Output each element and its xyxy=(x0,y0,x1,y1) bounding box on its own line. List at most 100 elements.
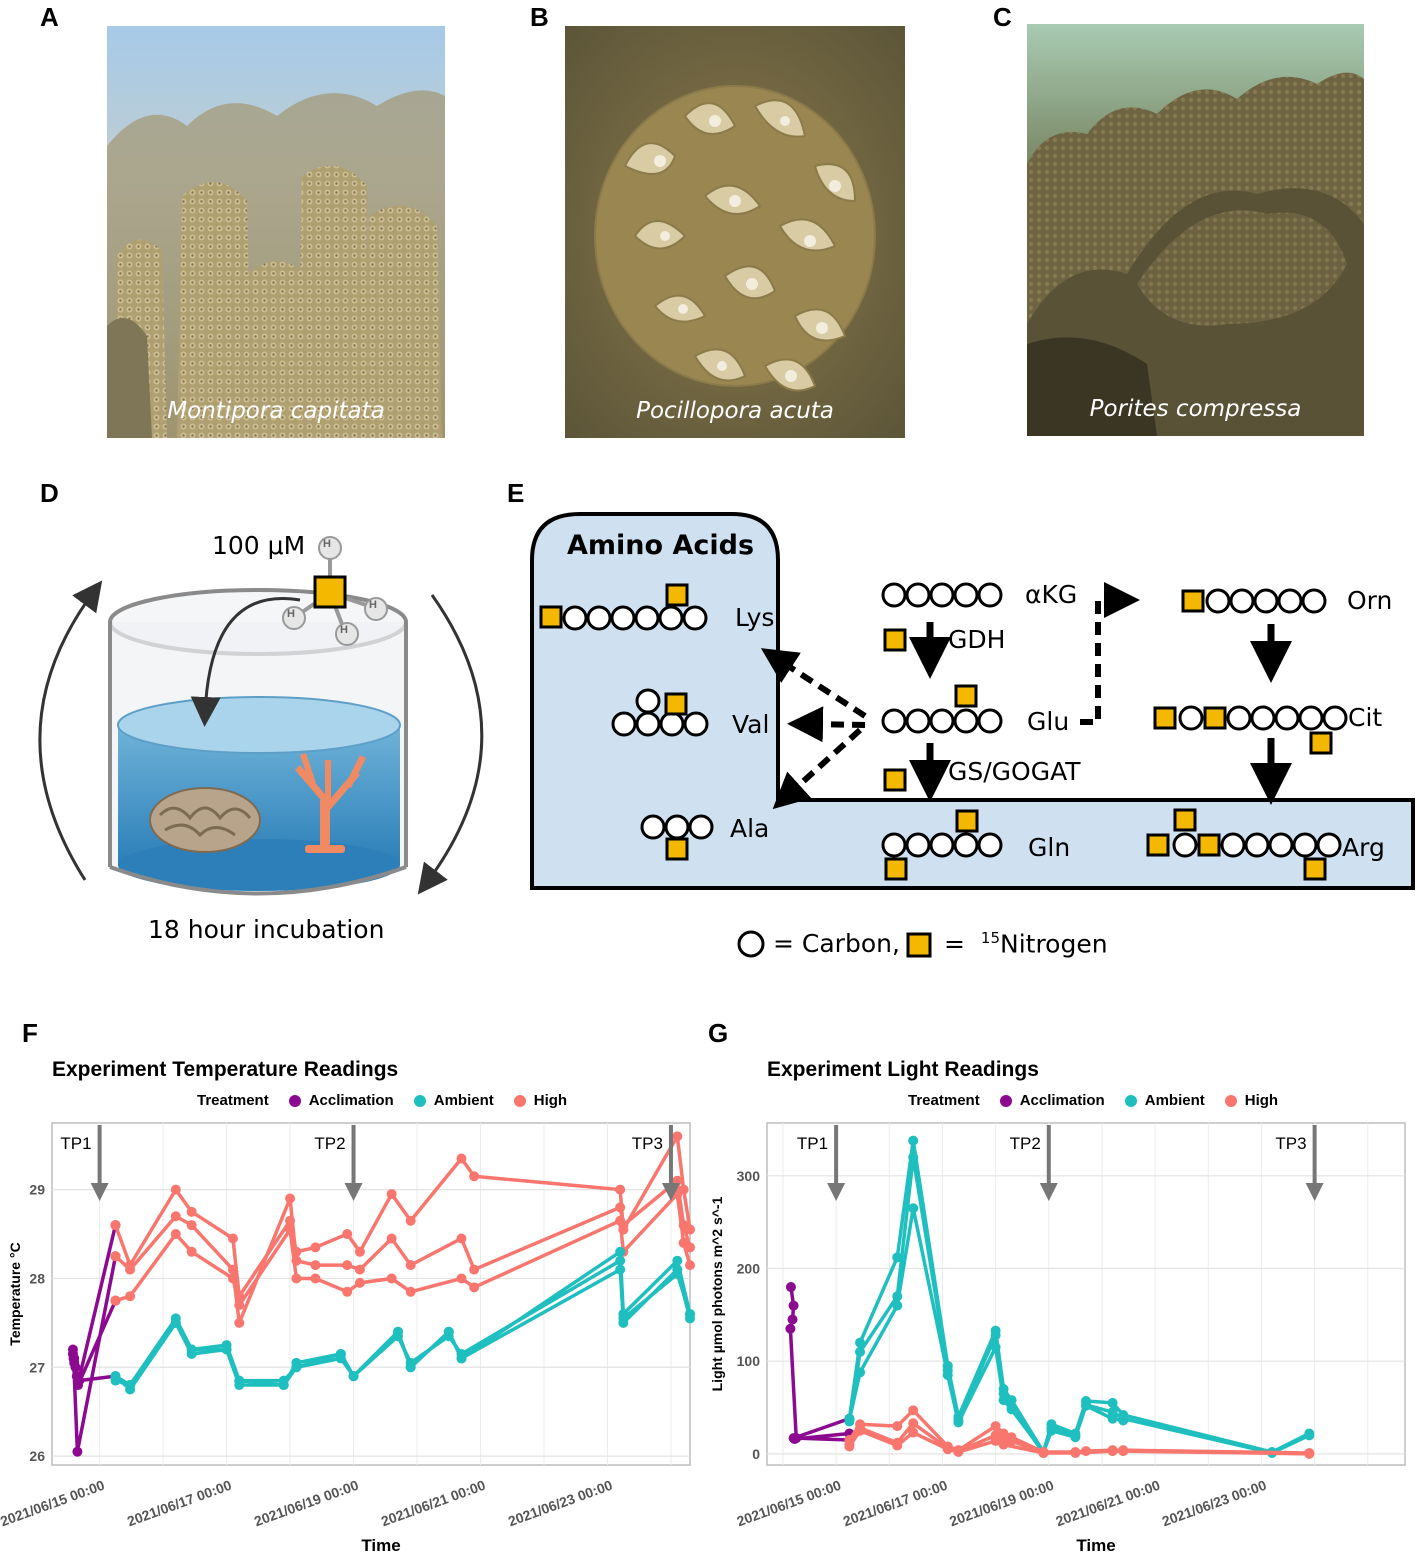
data-point-ambient xyxy=(456,1353,467,1364)
amino-acids-title: Amino Acids xyxy=(567,530,755,561)
nitrogen-pathway-diagram: Amino Acids Lys Val Ala αKG GDH Glu GS/G… xyxy=(520,500,1417,970)
panel-label-g: G xyxy=(708,1018,729,1048)
panel-label-f: F xyxy=(22,1018,38,1048)
y-tick-label: 0 xyxy=(752,1446,760,1462)
legend-label-acclimation: Acclimation xyxy=(1019,1092,1105,1109)
data-point-high xyxy=(456,1233,467,1244)
data-point-ambient xyxy=(1081,1400,1091,1411)
data-point-high xyxy=(942,1444,953,1455)
data-point-ambient xyxy=(278,1375,289,1386)
data-point-ambient xyxy=(685,1308,695,1319)
tp-label: TP3 xyxy=(632,1134,663,1153)
data-point-ambient xyxy=(672,1269,683,1280)
species-caption-b: Pocillopora acuta xyxy=(636,398,834,424)
data-point-acclimation xyxy=(69,1357,80,1368)
molecule-orn: Orn xyxy=(1347,586,1393,615)
data-point-high xyxy=(310,1260,321,1271)
data-point-high xyxy=(405,1260,416,1271)
panel-label-a: A xyxy=(40,2,59,32)
incubation-diagram: 100 μM H H H H 18 hour incubation xyxy=(0,500,500,960)
data-point-high xyxy=(354,1277,365,1288)
molecule-val: Val xyxy=(732,710,770,739)
legend-label-acclimation: Acclimation xyxy=(308,1092,394,1109)
tp-arrow-head xyxy=(1305,1183,1324,1201)
data-point-ambient xyxy=(844,1414,855,1425)
panel-label-c: C xyxy=(993,2,1012,32)
x-tick-label: 2021/06/15 00:00 xyxy=(735,1477,844,1530)
hydrogen-label-right: H xyxy=(369,599,377,611)
data-point-high xyxy=(405,1215,416,1226)
data-point-high xyxy=(469,1264,480,1275)
data-point-high xyxy=(227,1264,238,1275)
legend-light: Treatment Acclimation Ambient High xyxy=(908,1092,1278,1109)
data-point-high xyxy=(672,1131,683,1142)
data-point-ambient xyxy=(221,1344,232,1355)
tp-label: TP3 xyxy=(1275,1134,1306,1153)
legend-label-high: High xyxy=(1244,1092,1279,1109)
tp-arrow-head xyxy=(1039,1183,1058,1201)
legend-title: Treatment xyxy=(908,1092,980,1109)
x-axis-title: Time xyxy=(1076,1536,1115,1555)
data-point-high xyxy=(892,1440,903,1451)
chart-title-temperature: Experiment Temperature Readings xyxy=(52,1058,399,1081)
legend-nitrogen-text: Nitrogen xyxy=(1000,929,1108,959)
legend-swatch-acclimation xyxy=(288,1094,301,1107)
data-point-high xyxy=(892,1421,903,1432)
data-point-ambient xyxy=(618,1313,629,1324)
data-point-ambient xyxy=(942,1370,953,1381)
data-point-ambient xyxy=(615,1264,626,1275)
legend-label-ambient: Ambient xyxy=(433,1092,494,1109)
legend-label-ambient: Ambient xyxy=(1144,1092,1205,1109)
series-line-acclimation xyxy=(793,1417,850,1440)
data-point-acclimation xyxy=(788,1300,799,1311)
data-point-ambient xyxy=(348,1371,359,1382)
data-point-high xyxy=(615,1184,626,1195)
tp-arrow-head xyxy=(827,1183,846,1201)
molecule-arg: Arg xyxy=(1342,833,1385,862)
data-point-ambient xyxy=(908,1152,919,1163)
data-point-ambient xyxy=(892,1300,903,1311)
tp-arrow-head xyxy=(661,1183,680,1201)
y-tick-label: 28 xyxy=(29,1270,45,1286)
molecule-lys: Lys xyxy=(735,603,775,632)
tp-label: TP1 xyxy=(60,1134,91,1153)
data-point-high xyxy=(953,1447,964,1458)
y-axis-title: Temperature °C xyxy=(7,1242,23,1345)
x-tick-label: 2021/06/21 00:00 xyxy=(1054,1477,1163,1530)
data-point-high xyxy=(678,1237,689,1248)
data-point-ambient xyxy=(335,1353,346,1364)
legend-swatch-high xyxy=(1224,1094,1237,1107)
data-point-high xyxy=(285,1224,296,1235)
concentration-label: 100 μM xyxy=(212,531,306,560)
data-point-high xyxy=(291,1273,302,1284)
y-tick-label: 26 xyxy=(29,1448,45,1464)
data-point-high xyxy=(855,1425,866,1436)
data-point-high xyxy=(354,1264,365,1275)
data-point-high xyxy=(227,1273,238,1284)
data-point-ambient xyxy=(234,1375,245,1386)
data-point-high xyxy=(990,1435,1001,1446)
series-line-high xyxy=(114,1192,692,1307)
data-point-ambient xyxy=(1006,1404,1017,1415)
data-point-high xyxy=(1304,1448,1315,1459)
tp-label: TP2 xyxy=(314,1134,345,1153)
x-tick-label: 2021/06/19 00:00 xyxy=(252,1477,361,1530)
data-point-ambient xyxy=(1070,1432,1081,1443)
data-point-ambient xyxy=(1046,1425,1057,1436)
data-point-high xyxy=(615,1202,626,1213)
data-point-high xyxy=(110,1220,121,1231)
data-point-ambient xyxy=(1304,1430,1315,1441)
plot-panel xyxy=(766,1122,1406,1466)
tp-arrow-head xyxy=(90,1183,109,1201)
data-point-ambient xyxy=(908,1135,919,1146)
hydrogen-label-top: H xyxy=(323,538,331,550)
data-point-high xyxy=(456,1273,467,1284)
molecule-cit: Cit xyxy=(1348,703,1383,732)
data-point-high xyxy=(170,1184,181,1195)
data-point-ambient xyxy=(170,1317,181,1328)
x-tick-label: 2021/06/21 00:00 xyxy=(379,1477,488,1530)
data-point-high xyxy=(469,1282,480,1293)
enzyme-gs-gogat: GS/GOGAT xyxy=(948,757,1081,786)
panel-label-e: E xyxy=(507,478,525,508)
data-point-high xyxy=(386,1189,397,1200)
